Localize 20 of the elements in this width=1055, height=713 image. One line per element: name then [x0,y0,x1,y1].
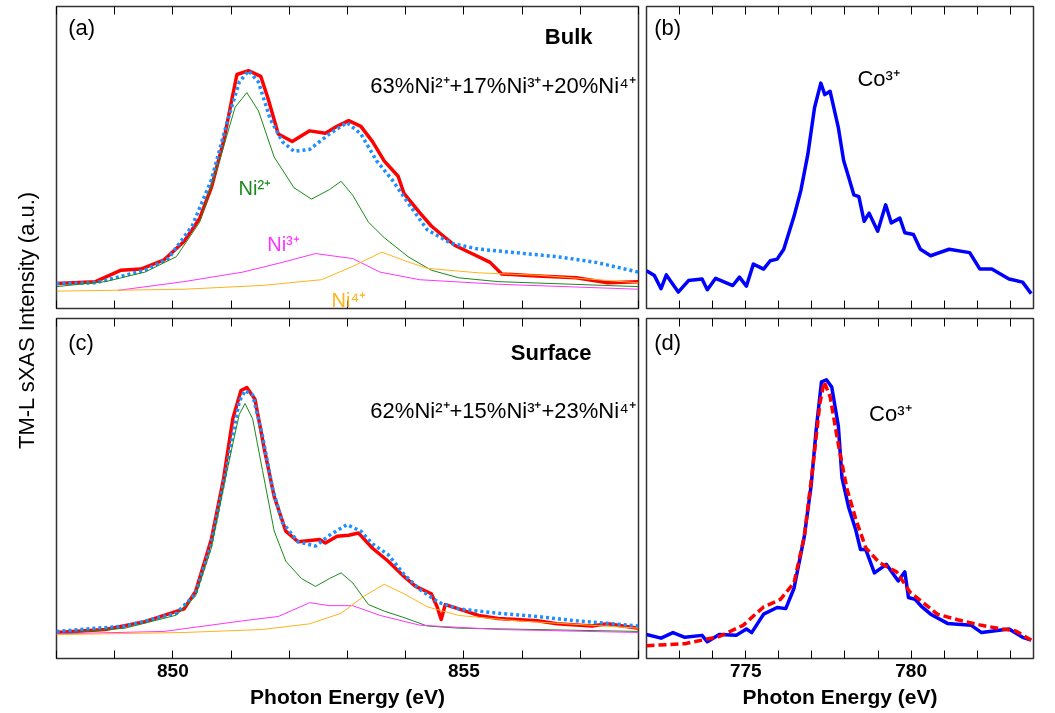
y-axis-title: TM-L sXAS Intensity (a.u.) [14,191,39,449]
x-axis-title: Photon Energy (eV) [250,684,445,708]
annotation: 62%Ni²⁺+15%Ni³⁺+23%Ni⁴⁺ [370,397,636,423]
x-tick-label: 780 [895,659,927,681]
text: Bulk [544,24,594,50]
annotation: 63%Ni²⁺+17%Ni³⁺+20%Ni⁴⁺ [370,72,636,98]
text: (d) [654,329,682,355]
x-tick-label: 855 [448,659,481,681]
text: Surface [510,340,592,365]
annotation: Co³⁺ [857,66,900,92]
text: (b) [654,15,682,41]
series-label: Ni⁴⁺ [331,289,367,312]
text: (a) [68,15,96,41]
series-label: Ni²⁺ [238,176,272,199]
text: (c) [68,329,94,355]
series-label: Ni³⁺ [267,232,300,255]
annotation: Co³⁺ [869,401,912,427]
x-tick-label: 850 [157,659,189,681]
x-axis-title: Photon Energy (eV) [742,684,938,708]
x-tick-label: 775 [729,659,763,681]
